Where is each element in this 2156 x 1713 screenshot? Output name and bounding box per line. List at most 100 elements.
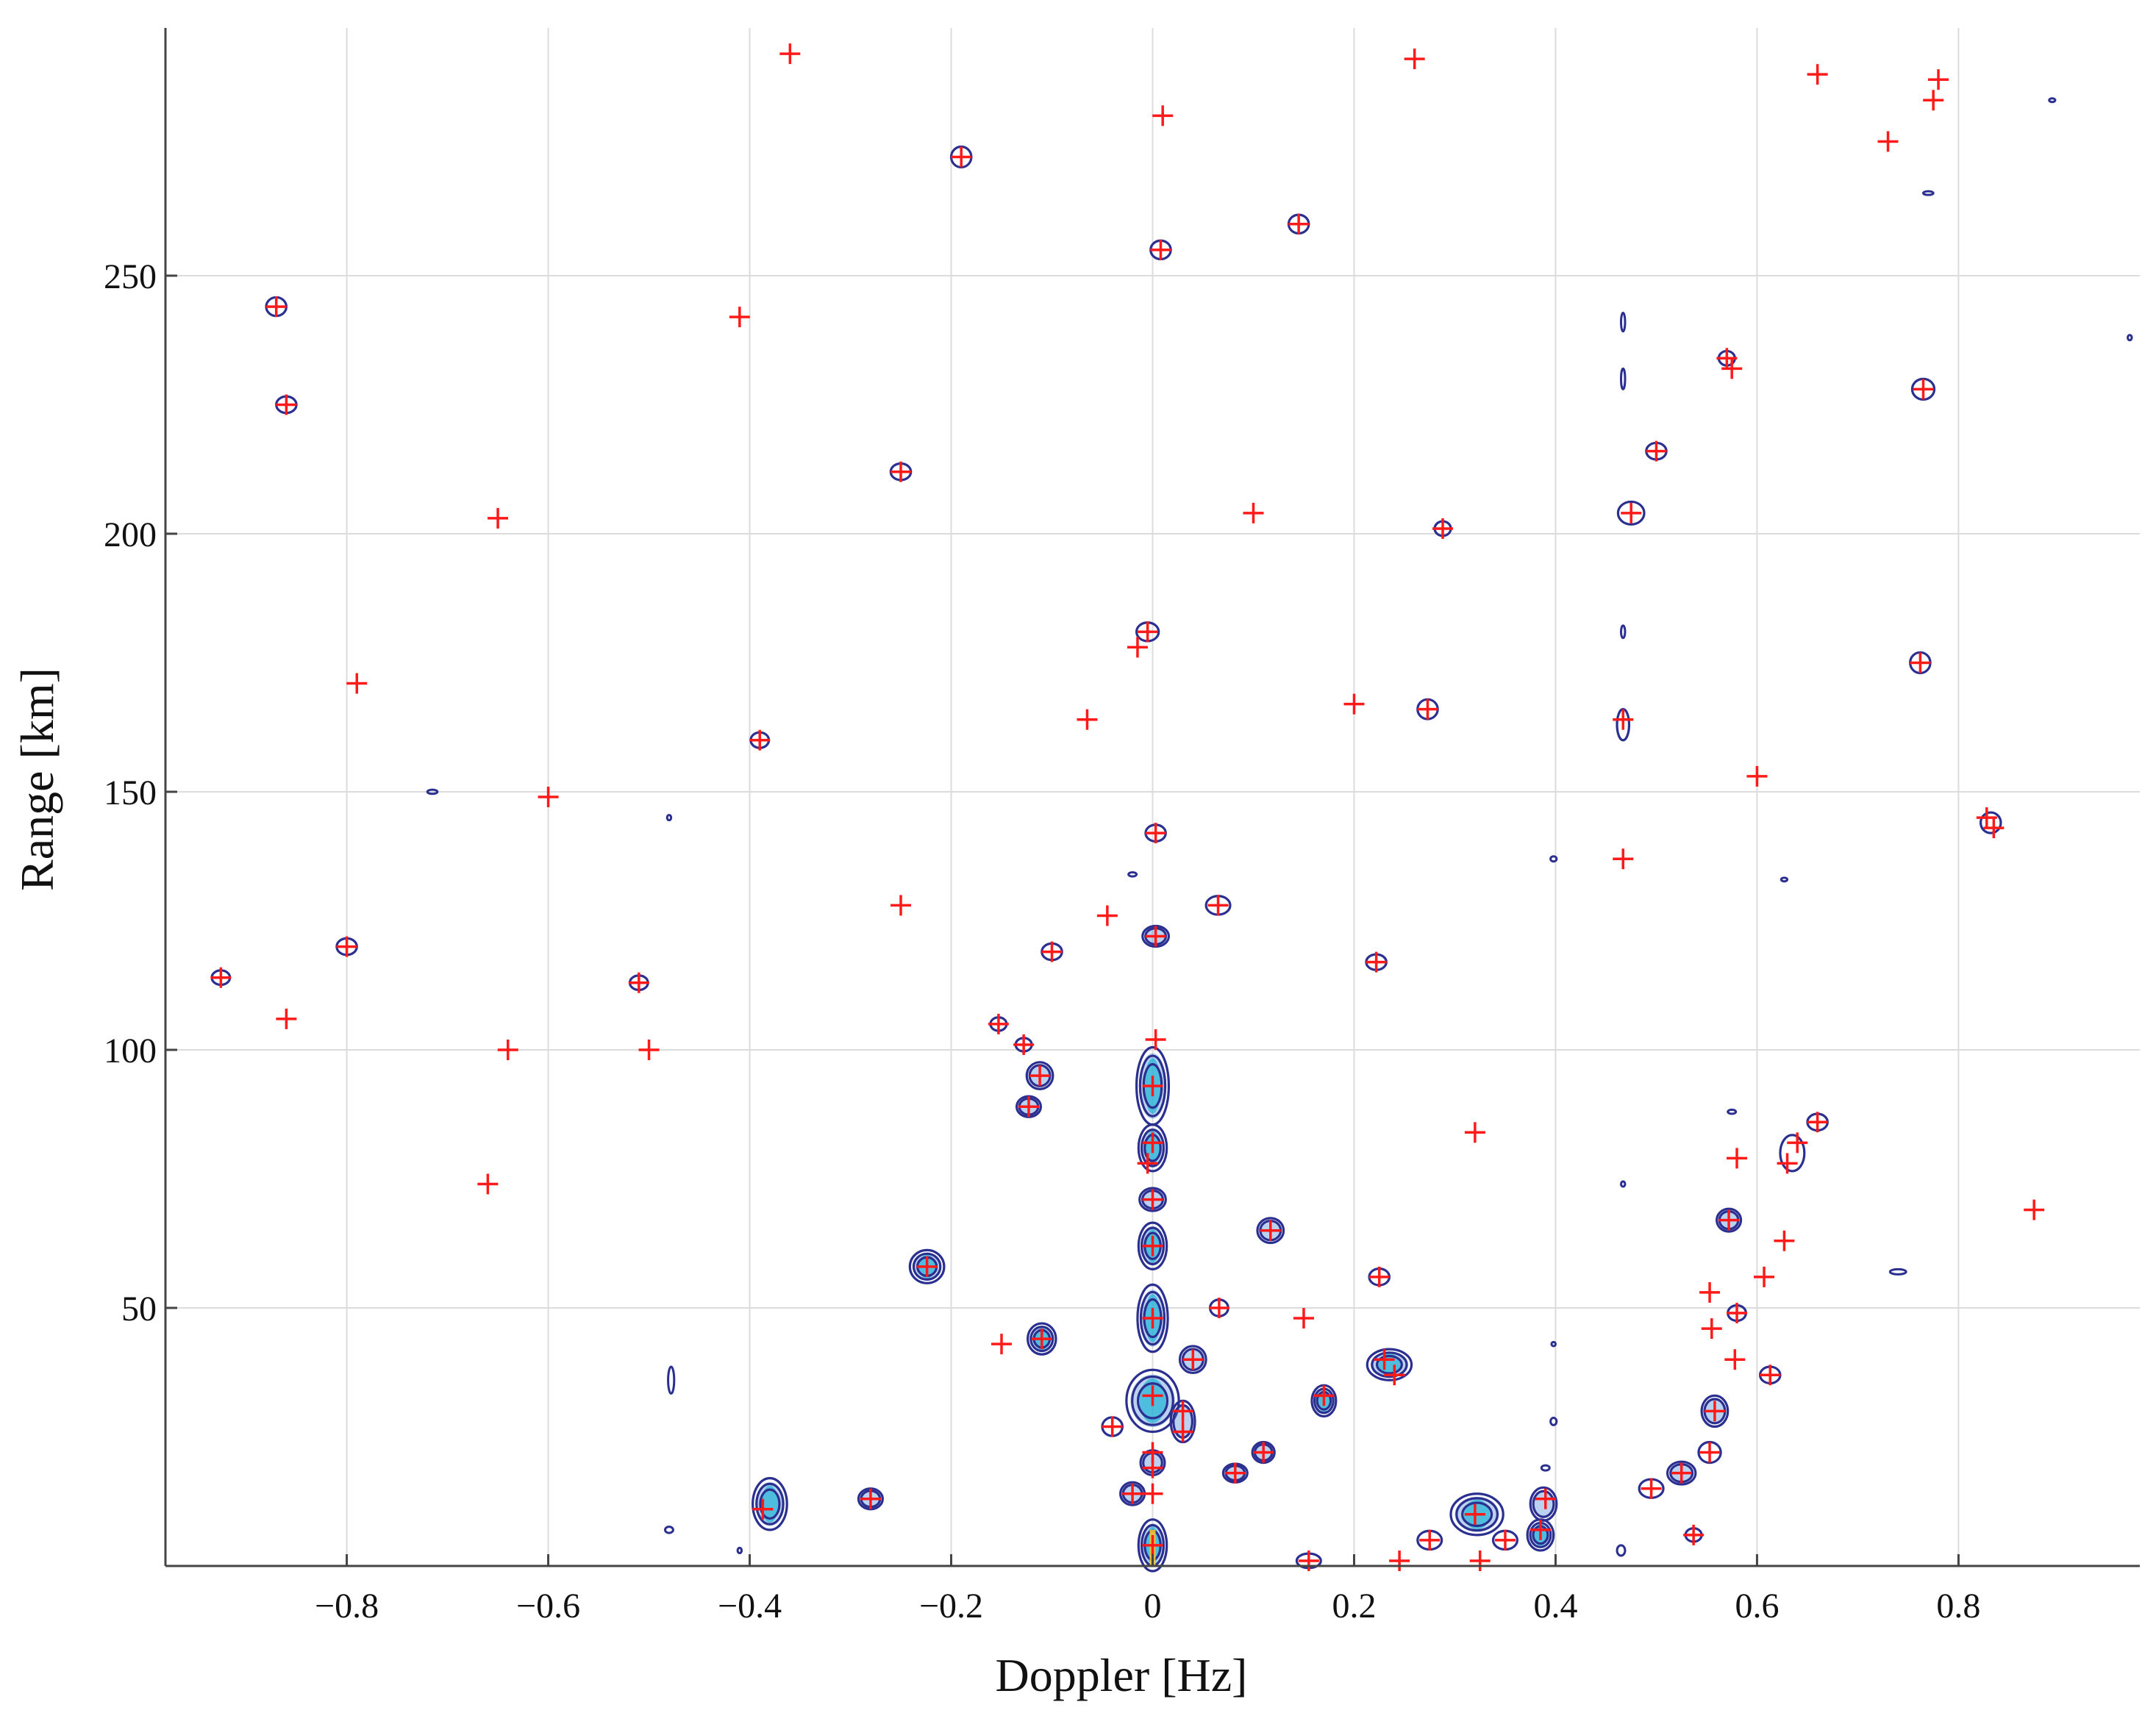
detection-marker [951,146,972,168]
contour-ring [1029,1326,1054,1353]
detection-marker [1293,1308,1314,1329]
detection-marker [538,787,559,807]
contour-ring [1532,1490,1555,1518]
contour-fill [1532,1490,1555,1518]
detection-marker [477,1173,499,1195]
detection-marker [276,1008,297,1029]
contour-ring [1779,1134,1806,1173]
isolated-contour [426,788,439,795]
contour-ring [755,1482,785,1526]
detection-marker [210,967,232,988]
x-tick-label: 0 [1144,1587,1162,1626]
detection-marker [1727,1148,1748,1169]
detection-marker [860,1488,881,1509]
contour-ring [1140,1226,1166,1265]
detection-marker [628,972,649,993]
detection-marker [1150,239,1171,260]
isolated-contour [1921,190,1935,196]
tick-layer: −0.8 −0.6 −0.4 −0.2 0 0.2 0.4 0.6 0.8 50 100 150 200… [104,257,1980,1626]
detection-marker [1142,1076,1163,1097]
x-tick-label: −0.6 [516,1587,580,1626]
contour-ring [1455,1497,1499,1532]
detection-marker [1145,823,1166,844]
y-axis-title: Range [km] [11,668,63,891]
detection-marker [1172,1421,1193,1442]
contour-ring [1251,1440,1276,1465]
detection-marker [1746,765,1768,787]
detection-marker [1721,358,1743,379]
detection-marker [1018,1096,1040,1117]
contour-ring [1616,708,1631,742]
detection-marker [1260,1220,1281,1241]
x-tick-label: 0.6 [1735,1587,1779,1626]
detection-marker [1910,652,1931,673]
y-tick-label: 200 [104,515,157,554]
detection-marker [890,895,912,916]
detection-marker [1122,1483,1143,1504]
contour-cluster [1979,811,2002,834]
detection-marker [1152,105,1174,126]
detection-marker [1464,1122,1485,1143]
detection-marker [1671,1462,1692,1484]
detection-marker [2024,1199,2045,1220]
detection-marker [1343,693,1365,715]
detection-marker [1077,709,1098,730]
contour-ring [759,1488,781,1520]
detection-marker [1142,1235,1163,1256]
detection-marker [638,1039,660,1060]
contour-ring [1131,1375,1174,1426]
contour-ring [1526,1518,1555,1552]
contour-ring [1140,1129,1166,1167]
detection-marker [1787,1132,1808,1154]
detection-marker [1807,64,1828,85]
x-tick-label: 0.8 [1936,1587,1980,1626]
detection-marker [1142,1385,1163,1406]
contour-ring [1136,1283,1169,1353]
isolated-contour [1620,312,1627,333]
contour-cluster [1529,1486,1558,1522]
detection-marker [1976,807,1997,829]
detection-marker [1621,502,1642,523]
x-tick-label: 0.2 [1332,1587,1376,1626]
detection-marker [779,43,801,65]
isolated-contour [1620,367,1627,390]
detection-marker [488,507,509,529]
detection-marker [1529,1519,1551,1540]
contour-cluster [1616,708,1631,742]
x-tick-label: 0.4 [1533,1587,1577,1626]
detection-marker [497,1039,518,1060]
detection-marker [1207,895,1229,916]
isolated-contour [665,814,673,822]
detection-marker [1404,49,1425,70]
detection-marker [1127,637,1148,658]
detection-marker [1288,213,1310,235]
contour-ring [1310,1384,1338,1418]
contour-core [761,1485,779,1523]
detection-marker [1983,818,2005,839]
x-axis-title: Doppler [Hz] [996,1649,1248,1701]
contour-ring [1138,1187,1167,1212]
detection-marker [1464,1503,1485,1525]
contour-ring [1027,1322,1057,1356]
detection-marker [1754,1266,1775,1287]
x-tick-label: −0.2 [919,1587,983,1626]
detection-marker [1535,1488,1556,1509]
detection-marker [1102,1416,1123,1437]
detection-marker [1253,1442,1274,1463]
detection-marker [1646,440,1667,462]
detection-marker [1389,1550,1410,1571]
y-tick-label: 50 [121,1290,157,1328]
detection-marker [991,1334,1013,1355]
detection-marker [749,729,771,751]
isolated-contour [667,1365,676,1395]
contour-ring [1169,1399,1196,1444]
isolated-contour [1620,1180,1627,1188]
detection-marker [1031,1328,1052,1350]
detection-marker [1029,1065,1051,1087]
contour-ring [1666,1460,1697,1486]
detection-marker [1701,1318,1722,1340]
detection-marker [1224,1462,1246,1484]
detection-marker [1877,131,1899,152]
detection-marker [1041,941,1063,962]
contour-ring [1449,1492,1504,1537]
